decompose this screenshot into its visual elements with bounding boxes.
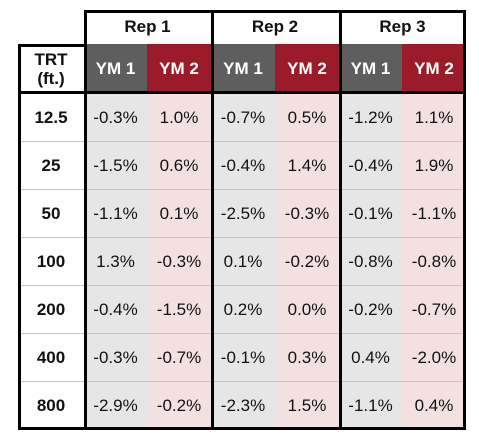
- table-row: 12.5 -0.3% 1.0% -0.7% 0.5% -1.2% 1.1%: [18, 94, 466, 142]
- trt-header-unit: (ft.): [37, 69, 65, 88]
- rep-2-header: Rep 2: [251, 17, 299, 36]
- rep-3-ym2-value: -1.1%: [402, 190, 466, 238]
- rep-2-ym2-value: 1.4%: [275, 142, 339, 190]
- trt-value: 12.5: [34, 108, 68, 127]
- rep-2-ym2-value: 0.3%: [275, 334, 339, 382]
- trt-value: 50: [41, 204, 61, 223]
- table-row: 50 -1.1% 0.1% -2.5% -0.3% -0.1% -1.1%: [18, 190, 466, 238]
- rep-3-ym1-value: -0.8%: [339, 238, 402, 286]
- rep-3-ym1-value: -1.2%: [339, 94, 402, 142]
- data-rows: 12.5 -0.3% 1.0% -0.7% 0.5% -1.2% 1.1% 25…: [18, 94, 466, 430]
- rep-1-ym2-value: -0.3%: [147, 238, 211, 286]
- rep-2-ym2-value: -0.3%: [275, 190, 339, 238]
- rep-2-ym2-value: -0.2%: [275, 238, 339, 286]
- rep-3-ym1-value: -0.1%: [339, 190, 402, 238]
- rep-1-ym1-header: YM 1: [84, 44, 147, 94]
- results-table: Rep 1 Rep 2 Rep 3 TRT (ft.) YM 1 YM 2 YM…: [18, 10, 466, 430]
- rep-3-ym2-value: 1.1%: [402, 94, 466, 142]
- trt-header-label: TRT: [34, 50, 68, 69]
- rep-3-ym2-value: 1.9%: [402, 142, 466, 190]
- rep-2-ym1-value: -0.1%: [211, 334, 275, 382]
- table-row: 100 1.3% -0.3% 0.1% -0.2% -0.8% -0.8%: [18, 238, 466, 286]
- rep-2-ym1-value: 0.1%: [211, 238, 275, 286]
- rep-2-ym2-value: 0.0%: [275, 286, 339, 334]
- rep-1-ym1-value: -1.5%: [84, 142, 147, 190]
- rep-3-ym2-value: 0.4%: [402, 382, 466, 430]
- rep-2-ym1-value: 0.2%: [211, 286, 275, 334]
- rep-2-ym2-header: YM 2: [275, 44, 339, 94]
- rep-1-ym2-value: -0.2%: [147, 382, 211, 430]
- rep-3-ym1-value: -0.2%: [339, 286, 402, 334]
- rep-2-ym2-value: 0.5%: [275, 94, 339, 142]
- trt-header: TRT (ft.): [18, 44, 84, 94]
- table-row: 200 -0.4% -1.5% 0.2% 0.0% -0.2% -0.7%: [18, 286, 466, 334]
- rep-1-ym1-value: -0.3%: [84, 94, 147, 142]
- rep-3-ym2-value: -2.0%: [402, 334, 466, 382]
- rep-1-ym1-value: -0.4%: [84, 286, 147, 334]
- trt-value: 400: [36, 348, 66, 367]
- rep-3-ym1-value: -0.4%: [339, 142, 402, 190]
- rep-1-ym2-value: 0.6%: [147, 142, 211, 190]
- rep-1-ym2-value: 1.0%: [147, 94, 211, 142]
- table-row: 25 -1.5% 0.6% -0.4% 1.4% -0.4% 1.9%: [18, 142, 466, 190]
- rep-3-ym1-header: YM 1: [339, 44, 402, 94]
- trt-value: 800: [36, 396, 66, 415]
- rep-2-ym1-header: YM 1: [211, 44, 275, 94]
- rep-1-ym1-value: -1.1%: [84, 190, 147, 238]
- rep-1-ym1-value: -2.9%: [84, 382, 147, 430]
- rep-3-ym1-value: -1.1%: [339, 382, 402, 430]
- rep-2-ym2-value: 1.5%: [275, 382, 339, 430]
- rep-2-ym1-value: -0.4%: [211, 142, 275, 190]
- rep-3-header: Rep 3: [379, 17, 426, 36]
- rep-2-ym1-value: -0.7%: [211, 94, 275, 142]
- rep-1-ym1-value: 1.3%: [84, 238, 147, 286]
- rep-1-ym2-header: YM 2: [147, 44, 211, 94]
- trt-value: 200: [36, 300, 66, 319]
- rep-3-ym2-value: -0.8%: [402, 238, 466, 286]
- rep-1-ym2-value: -1.5%: [147, 286, 211, 334]
- rep-3-ym2-header: YM 2: [402, 44, 466, 94]
- rep-1-ym1-value: -0.3%: [84, 334, 147, 382]
- rep-1-header: Rep 1: [124, 17, 171, 36]
- trt-value: 25: [41, 156, 61, 175]
- trt-value: 100: [36, 252, 66, 271]
- rep-1-ym2-value: -0.7%: [147, 334, 211, 382]
- table-row: 800 -2.9% -0.2% -2.3% 1.5% -1.1% 0.4%: [18, 382, 466, 430]
- table-row: 400 -0.3% -0.7% -0.1% 0.3% 0.4% -2.0%: [18, 334, 466, 382]
- rep-2-ym1-value: -2.5%: [211, 190, 275, 238]
- rep-1-ym2-value: 0.1%: [147, 190, 211, 238]
- rep-2-ym1-value: -2.3%: [211, 382, 275, 430]
- rep-3-ym1-value: 0.4%: [339, 334, 402, 382]
- rep-3-ym2-value: -0.7%: [402, 286, 466, 334]
- sub-header-row: YM 1 YM 2 YM 1 YM 2 YM 1 YM 2: [84, 44, 466, 94]
- rep-header-row: Rep 1 Rep 2 Rep 3: [84, 10, 466, 44]
